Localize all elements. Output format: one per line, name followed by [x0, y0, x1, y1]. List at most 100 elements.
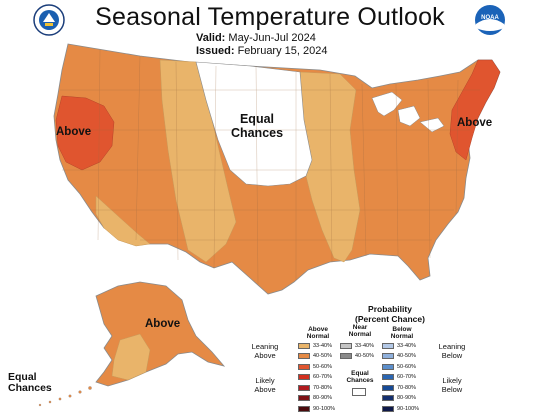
above-swatch-row: 60-70% — [298, 374, 332, 381]
above-swatch-label: 60-70% — [313, 374, 332, 380]
legend-title: Probability (Percent Chance) — [236, 304, 486, 324]
above-swatch — [298, 353, 310, 359]
below-swatch-row: 60-70% — [382, 374, 416, 381]
likely-above-line2: Above — [254, 385, 276, 394]
equal-chances-region — [195, 61, 313, 187]
page-title: Seasonal Temperature Outlook — [95, 3, 445, 31]
issued-line: Issued: February 15, 2024 — [196, 45, 327, 57]
leaning-below-line1: Leaning — [438, 342, 466, 351]
likely-below-line1: Likely — [442, 376, 462, 385]
below-head-line2: Normal — [390, 333, 414, 340]
aleutian-islands — [38, 386, 92, 407]
likely-below-line2: Below — [441, 385, 463, 394]
near-head-line1: Near — [352, 324, 368, 331]
issued-label: Issued: — [196, 45, 235, 57]
below-swatch — [382, 395, 394, 401]
leaning-above-line2: Above — [254, 351, 276, 360]
near-swatch-label: 33-40% — [355, 342, 374, 349]
above-swatch — [298, 363, 310, 370]
great-lakes — [371, 91, 445, 133]
below-swatch-row: 70-80% — [382, 384, 416, 391]
likely-below-label: Likely Below — [426, 376, 478, 394]
likely-above-line1: Likely — [255, 376, 275, 385]
equal-chances-line1: Equal — [239, 112, 275, 126]
state-borders — [58, 49, 480, 285]
label-equal-chances-sw: Equal Chances — [8, 372, 52, 394]
above-swatch — [298, 405, 310, 412]
noaa-logo-icon: NOAA — [475, 5, 505, 35]
likely-above-label: Likely Above — [236, 376, 294, 394]
below-swatch-label: 60-70% — [397, 374, 416, 380]
label-above-alaska: Above — [145, 318, 181, 330]
below-normal-head: Below Normal — [382, 326, 422, 340]
below-swatch — [382, 342, 394, 349]
legend-title-line2: (Percent Chance) — [355, 314, 425, 324]
leaning-below-label: Leaning Below — [426, 342, 478, 360]
alaska-leaning-region — [111, 333, 151, 381]
near-swatch — [340, 342, 352, 349]
above-swatch-row: 90-100% — [298, 405, 335, 412]
below-swatch-row: 40-50% — [382, 353, 416, 360]
label-above-west: Above — [56, 126, 92, 138]
valid-value: May-Jun-Jul 2024 — [228, 32, 316, 44]
below-swatch-label: 70-80% — [397, 384, 416, 391]
below-swatch-label: 33-40% — [397, 342, 416, 349]
above-swatch — [298, 374, 310, 380]
below-head-line1: Below — [392, 326, 412, 333]
below-swatch — [382, 405, 394, 412]
label-above-northeast: Above — [457, 117, 493, 129]
issued-value: February 15, 2024 — [237, 45, 328, 57]
equal-chances-swatch — [352, 388, 366, 396]
above-swatch-label: 70-80% — [313, 384, 332, 391]
above-swatch-label: 90-100% — [313, 405, 336, 412]
near-swatch — [340, 353, 352, 359]
commerce-seal-icon — [33, 4, 65, 36]
below-swatch-label: 50-60% — [397, 363, 416, 370]
below-swatch-row: 33-40% — [382, 342, 416, 349]
leaning-band-socal — [95, 195, 151, 247]
probability-legend: Probability (Percent Chance) Above Norma… — [236, 304, 536, 416]
near-swatch-row: 40-50% — [340, 353, 374, 360]
leaning-below-line2: Below — [441, 351, 463, 360]
above-swatch-row: 40-50% — [298, 353, 332, 360]
equal-sw-line2: Chances — [8, 382, 52, 394]
noaa-logo-text: NOAA — [481, 15, 499, 21]
valid-label: Valid: — [196, 32, 226, 44]
label-equal-chances: Equal Chances — [220, 112, 294, 140]
equal-legend-line1: Equal — [351, 370, 369, 377]
leaning-above-line1: Leaning — [251, 342, 279, 351]
equal-chances-legend-label: Equal Chances — [340, 370, 380, 384]
above-swatch-row: 50-60% — [298, 363, 332, 370]
equal-legend-line2: Chances — [346, 377, 374, 384]
above-normal-head: Above Normal — [298, 326, 338, 340]
below-swatch-row: 90-100% — [382, 405, 419, 412]
leaning-above-label: Leaning Above — [236, 342, 294, 360]
near-swatch-label: 40-50% — [355, 353, 374, 359]
near-normal-head: Near Normal — [340, 324, 380, 338]
below-swatch — [382, 353, 394, 359]
above-swatch-label: 33-40% — [313, 342, 332, 349]
below-swatch-row: 80-90% — [382, 395, 416, 402]
equal-sw-line1: Equal — [8, 371, 37, 383]
above-swatch-row: 70-80% — [298, 384, 332, 391]
above-swatch-row: 80-90% — [298, 395, 332, 402]
below-swatch — [382, 384, 394, 391]
below-swatch-label: 80-90% — [397, 395, 416, 401]
below-swatch-label: 90-100% — [397, 405, 420, 412]
above-swatch — [298, 395, 310, 401]
above-swatch-label: 40-50% — [313, 353, 332, 359]
above-head-line1: Above — [308, 326, 328, 333]
valid-line: Valid: May-Jun-Jul 2024 — [196, 32, 316, 44]
above-northeast-region — [449, 59, 501, 161]
below-swatch-label: 40-50% — [397, 353, 416, 359]
above-swatch-label: 50-60% — [313, 363, 332, 370]
above-swatch-label: 80-90% — [313, 395, 332, 401]
near-head-line2: Normal — [348, 331, 372, 338]
legend-title-line1: Probability — [368, 304, 412, 314]
above-head-line2: Normal — [306, 333, 330, 340]
equal-chances-line2: Chances — [230, 126, 284, 140]
above-swatch — [298, 384, 310, 391]
near-swatch-row: 33-40% — [340, 342, 374, 349]
below-swatch — [382, 363, 394, 370]
